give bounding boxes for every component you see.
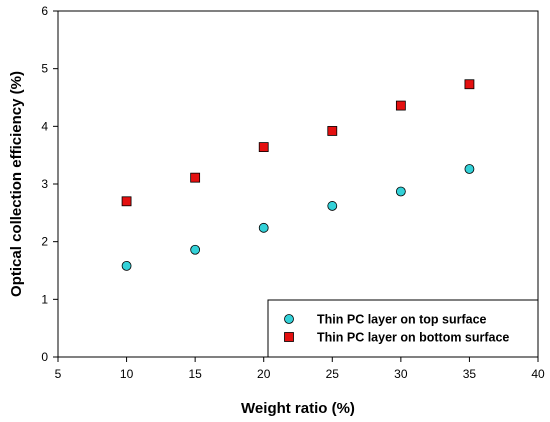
data-points	[121, 79, 475, 271]
data-point-series-1	[395, 186, 406, 197]
data-point-series-1	[327, 201, 338, 211]
data-point-series-2	[327, 126, 338, 136]
x-tick-label: 30	[394, 367, 408, 381]
data-point-series-2	[121, 196, 132, 207]
data-point-series-1	[464, 164, 475, 174]
x-tick-label: 10	[120, 367, 134, 381]
legend-marker-1	[284, 314, 294, 324]
y-tick-label: 3	[41, 177, 48, 191]
y-tick-label: 5	[41, 62, 48, 76]
data-point-series-2	[258, 142, 269, 152]
legend-label-2: Thin PC layer on bottom surface	[317, 331, 509, 345]
y-axis-label: Optical collection efficiency (%)	[8, 71, 25, 297]
legend: Thin PC layer on top surface Thin PC laye…	[267, 299, 539, 358]
x-tick-label: 15	[188, 367, 202, 381]
legend-box	[267, 299, 539, 358]
x-tick-label: 35	[463, 367, 477, 381]
legend-label-1: Thin PC layer on top surface	[317, 313, 487, 327]
y-tick-label: 4	[41, 119, 48, 133]
x-tick-label: 25	[326, 367, 340, 381]
data-point-series-2	[395, 100, 406, 111]
data-point-series-2	[464, 79, 475, 90]
x-tick-label: 40	[531, 367, 545, 381]
legend-marker-2	[284, 332, 294, 342]
data-point-series-1	[190, 244, 201, 255]
y-tick-label: 0	[41, 350, 48, 364]
data-point-series-1	[121, 260, 132, 271]
y-tick-label: 6	[41, 4, 48, 18]
data-point-series-2	[190, 172, 201, 183]
axis-ticks: 5 10 15 20 25 30 35 40 0 1 2 3 4 5 6	[41, 4, 545, 381]
x-axis-label: Weight ratio (%)	[241, 400, 355, 417]
y-tick-label: 1	[41, 292, 48, 306]
x-tick-label: 5	[55, 367, 62, 381]
y-tick-label: 2	[41, 235, 48, 249]
data-point-series-1	[258, 222, 269, 233]
x-tick-label: 20	[257, 367, 271, 381]
